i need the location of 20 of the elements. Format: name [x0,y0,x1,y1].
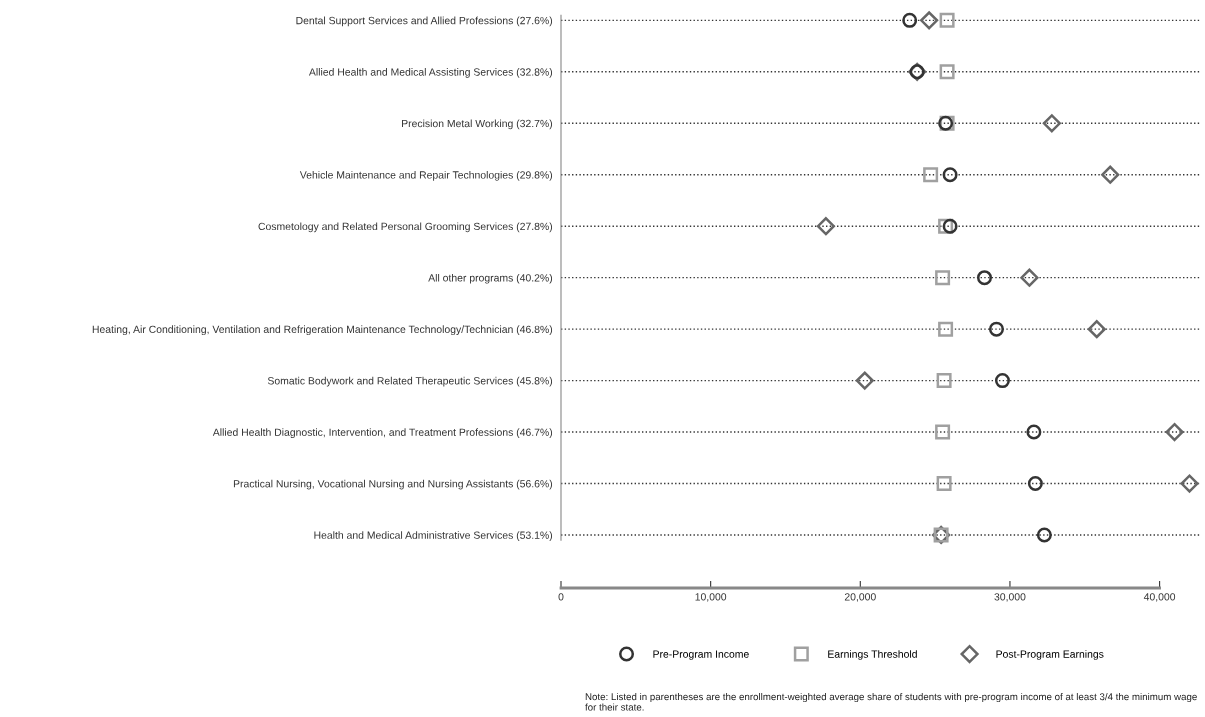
y-tick-label: Allied Health and Medical Assisting Services (32.8%) [308,68,553,78]
legend-label: Pre-Program Income [653,650,749,660]
x-tick-label: 40,000 [1143,593,1176,602]
y-tick-label: All other programs (40.2%) [428,273,553,284]
y-tick-label: Somatic Bodywork and Related Therapeutic Services (45.8%) [267,376,553,387]
y-tick-label: Practical Nursing, Vocational Nursing and Nursing Assistants (56.6%) [233,479,553,490]
x-tick-label: 30,000 [994,593,1026,602]
y-tick-label: Allied Health Diagnostic, Intervention, and Treatment Professions (46.7%) [212,428,553,438]
x-tick-label: 10,000 [695,593,727,602]
y-tick-label: Dental Support Services and Allied Professions (27.6%) [296,16,553,27]
legend-label: Earnings Threshold [828,650,917,660]
x-tick-label: 0 [558,593,564,601]
y-tick-label: Health and Medical Administrative Services (53.1%) [314,531,553,541]
legend-label: Post-Program Earnings [996,650,1104,660]
text: Note: Listed in parentheses are the enrollment-weighted average share of students with pre-program income of at least 3/4 the minimum wage for their state. [585,693,1197,711]
y-tick-label: Precision Metal Working (32.7%) [402,119,553,130]
y-tick-label: Cosmetology and Related Personal Grooming Services (27.8%) [258,222,553,233]
y-tick-label: Heating, Air Conditioning, Ventilation and Refrigeration Maintenance Technology/Technician (46.8%) [92,325,553,336]
y-tick-label: Vehicle Maintenance and Repair Technologies (29.8%) [299,170,553,181]
x-tick-label: 20,000 [844,593,876,602]
